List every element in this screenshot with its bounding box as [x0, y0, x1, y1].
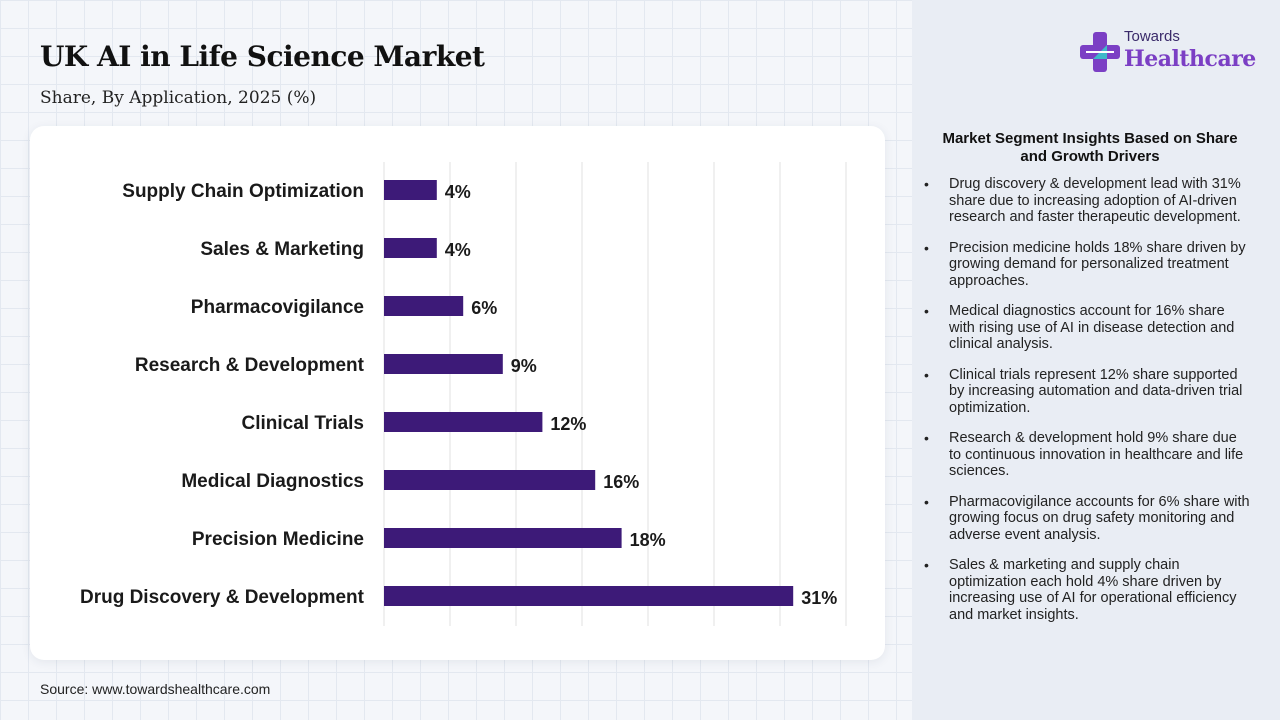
category-label: Clinical Trials	[242, 413, 365, 434]
insight-text: Sales & marketing and supply chain optim…	[949, 557, 1237, 623]
bar	[384, 586, 794, 606]
insight-item: • Sales & marketing and supply chain opti…	[922, 557, 1252, 623]
category-label: Pharmacovigilance	[191, 297, 364, 318]
insight-item: • Clinical trials represent 12% share sup…	[922, 367, 1252, 417]
insights-title: Market Segment Insights Based on Share a…	[942, 130, 1238, 165]
insight-text: Pharmacovigilance accounts for 6% share …	[949, 493, 1250, 543]
insight-item: • Research & development hold 9% share du…	[922, 430, 1252, 480]
value-label: 18%	[630, 530, 666, 550]
bar	[384, 470, 596, 490]
insight-item: • Drug discovery & development lead with …	[922, 176, 1252, 226]
bullet-icon: •	[924, 366, 929, 383]
insight-item: • Pharmacovigilance accounts for 6% share…	[922, 494, 1252, 544]
insight-item: • Medical diagnostics account for 16% sha…	[922, 303, 1252, 353]
category-label: Drug Discovery & Development	[80, 587, 365, 608]
insight-item: • Precision medicine holds 18% share driv…	[922, 240, 1252, 290]
bullet-icon: •	[924, 239, 929, 256]
value-label: 31%	[801, 588, 837, 608]
value-label: 9%	[511, 356, 537, 376]
insights-panel	[912, 0, 1280, 720]
value-label: 12%	[550, 414, 586, 434]
source-note: Source: www.towardshealthcare.com	[40, 681, 271, 697]
category-label: Precision Medicine	[192, 529, 364, 550]
value-label: 4%	[445, 182, 471, 202]
bullet-icon: •	[924, 430, 929, 446]
bullet-icon: •	[924, 303, 929, 319]
logo-text-bottom: Healthcare	[1124, 46, 1256, 72]
bullet-icon: •	[924, 493, 929, 510]
category-label: Supply Chain Optimization	[122, 181, 364, 202]
bullet-icon: •	[924, 176, 929, 192]
bar	[384, 412, 543, 432]
insights-list: • Drug discovery & development lead with …	[922, 176, 1252, 637]
medical-cross-icon	[1080, 32, 1120, 72]
category-label: Research & Development	[135, 355, 365, 376]
value-label: 4%	[445, 240, 471, 260]
bar	[384, 180, 437, 200]
bar-chart: Supply Chain Optimization 4% Sales & Marke…	[80, 162, 847, 626]
insight-text: Research & development hold 9% share due…	[949, 430, 1244, 479]
bullet-icon: •	[924, 557, 929, 573]
bar	[384, 354, 503, 374]
bar	[384, 528, 622, 548]
insight-text: Medical diagnostics account for 16% shar…	[949, 303, 1235, 352]
value-label: 6%	[471, 298, 497, 318]
bar	[384, 296, 464, 316]
chart-card: Supply Chain Optimization 4% Sales & Marke…	[30, 126, 885, 660]
page-subtitle: Share, By Application, 2025 (%)	[40, 88, 317, 108]
insight-text: Clinical trials represent 12% share supp…	[949, 366, 1243, 416]
insight-text: Precision medicine holds 18% share drive…	[949, 239, 1246, 289]
page-title: UK AI in Life Science Market	[40, 40, 485, 73]
bar	[384, 238, 437, 258]
value-label: 16%	[603, 472, 639, 492]
logo-text-top: Towards	[1124, 28, 1180, 45]
brand-logo: Towards Healthcare	[1080, 26, 1260, 78]
category-label: Sales & Marketing	[200, 239, 364, 260]
insight-text: Drug discovery & development lead with 3…	[949, 176, 1241, 225]
category-label: Medical Diagnostics	[181, 471, 364, 492]
